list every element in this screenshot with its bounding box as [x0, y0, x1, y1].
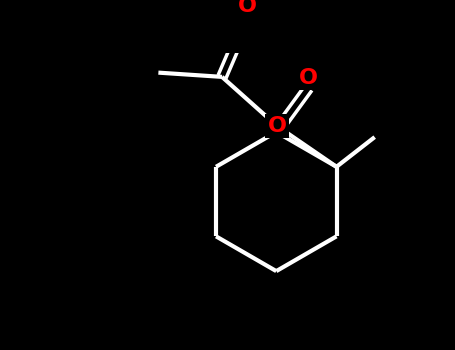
Text: O: O — [268, 116, 287, 136]
Text: O: O — [238, 0, 257, 16]
Text: O: O — [299, 68, 318, 88]
